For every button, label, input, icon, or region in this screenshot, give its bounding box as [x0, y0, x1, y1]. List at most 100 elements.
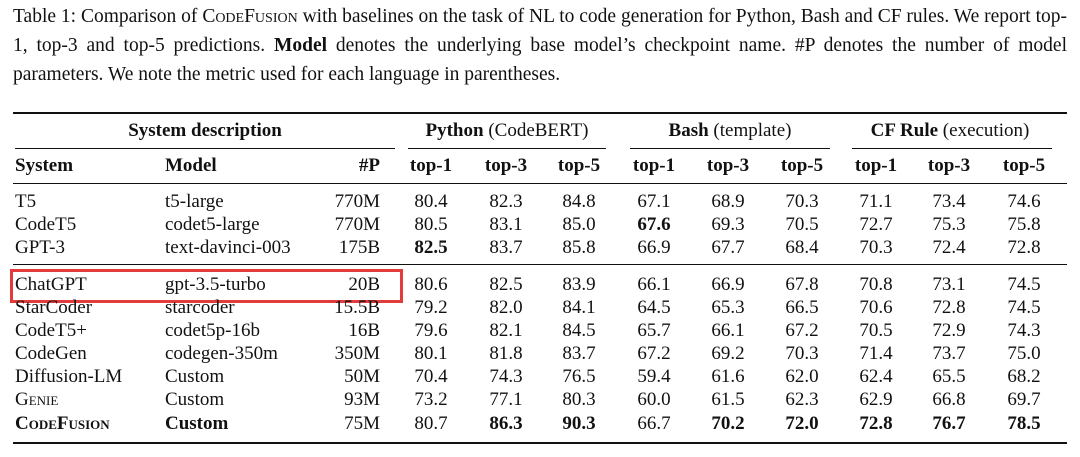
score-cell: 70.5 [859, 320, 893, 341]
score-cell: 66.9 [637, 237, 671, 258]
score-cell: 85.8 [562, 237, 596, 258]
row-label: Diffusion-LM [15, 366, 123, 387]
score-cell: 72.4 [932, 237, 966, 258]
score-cell: 82.1 [489, 320, 523, 341]
column-header: top-3 [484, 155, 528, 176]
score-cell: 73.1 [932, 274, 966, 295]
score-cell: 80.5 [414, 214, 448, 235]
row-label: 75M [344, 413, 380, 434]
score-cell: 68.4 [785, 237, 819, 258]
score-cell: 68.9 [711, 191, 745, 212]
row-label: CodeT5 [15, 214, 77, 235]
score-cell: 83.7 [489, 237, 523, 258]
score-cell: 74.5 [1007, 297, 1041, 318]
row-label: 15.5B [334, 297, 380, 318]
score-cell: 75.8 [1007, 214, 1041, 235]
score-cell: 70.8 [859, 274, 893, 295]
score-cell: 78.5 [1007, 413, 1041, 434]
column-header: System [15, 155, 74, 176]
column-header: #P [358, 155, 380, 176]
row-label: 350M [334, 343, 380, 364]
score-cell: 66.1 [637, 274, 671, 295]
score-cell: 82.3 [489, 191, 523, 212]
score-cell: 70.3 [785, 191, 819, 212]
score-cell: 80.1 [414, 343, 448, 364]
column-header: top-1 [854, 155, 898, 176]
score-cell: 83.1 [489, 214, 523, 235]
score-cell: 70.2 [711, 413, 745, 434]
highlight-box [10, 269, 403, 303]
score-cell: 62.0 [785, 366, 819, 387]
score-cell: 73.2 [414, 389, 448, 410]
group-name: System description [128, 120, 282, 141]
score-cell: 75.3 [932, 214, 966, 235]
score-cell: 72.8 [1007, 237, 1041, 258]
score-cell: 69.2 [711, 343, 745, 364]
row-label: CodeGen [15, 343, 87, 364]
score-cell: 71.4 [859, 343, 893, 364]
caption: Table 1: Comparison of CodeFusion with b… [13, 2, 1067, 89]
score-cell: 65.3 [711, 297, 745, 318]
score-cell: 90.3 [562, 413, 596, 434]
row-label: 20B [348, 274, 380, 295]
group-name: CF Rule [870, 120, 939, 141]
row-label: Custom [165, 389, 225, 410]
score-cell: 65.5 [932, 366, 966, 387]
score-cell: 61.6 [711, 366, 745, 387]
score-cell: 80.6 [414, 274, 448, 295]
score-cell: 74.3 [1007, 320, 1041, 341]
score-cell: 67.1 [637, 191, 671, 212]
group-header: System description [128, 120, 282, 142]
column-header: top-3 [927, 155, 971, 176]
row-label: codegen-350m [165, 343, 278, 364]
row-label: GPT-3 [15, 237, 65, 258]
score-cell: 64.5 [637, 297, 671, 318]
score-cell: 83.9 [562, 274, 596, 295]
group-header: Bash (template) [669, 120, 792, 142]
score-cell: 62.3 [785, 389, 819, 410]
bottom-rule [13, 442, 1067, 444]
group-note: (CodeBERT) [488, 120, 589, 141]
score-cell: 72.8 [859, 413, 893, 434]
column-header: top-5 [1002, 155, 1046, 176]
score-cell: 66.8 [932, 389, 966, 410]
column-header: Model [165, 155, 217, 176]
group-rule [852, 148, 1052, 149]
score-cell: 65.7 [637, 320, 671, 341]
group-rule [15, 148, 395, 149]
score-cell: 86.3 [489, 413, 523, 434]
score-cell: 68.2 [1007, 366, 1041, 387]
score-cell: 79.6 [414, 320, 448, 341]
score-cell: 79.2 [414, 297, 448, 318]
score-cell: 74.3 [489, 366, 523, 387]
score-cell: 59.4 [637, 366, 671, 387]
row-label: 16B [348, 320, 380, 341]
score-cell: 85.0 [562, 214, 596, 235]
score-cell: 67.2 [637, 343, 671, 364]
row-label: text-davinci-003 [165, 237, 291, 258]
score-cell: 74.5 [1007, 274, 1041, 295]
score-cell: 75.0 [1007, 343, 1041, 364]
group-name: Bash [668, 120, 709, 141]
caption-text: Model [273, 35, 328, 56]
score-cell: 70.6 [859, 297, 893, 318]
column-header: top-5 [780, 155, 824, 176]
score-cell: 67.7 [711, 237, 745, 258]
group-rule [408, 148, 606, 149]
group-header: Python (CodeBERT) [425, 120, 588, 142]
row-label: 175B [338, 237, 380, 258]
score-cell: 72.0 [785, 413, 819, 434]
row-label: CodeT5+ [15, 320, 87, 341]
row-label: t5-large [165, 191, 224, 212]
row-label: 770M [334, 191, 380, 212]
score-cell: 60.0 [637, 389, 671, 410]
score-cell: 61.5 [711, 389, 745, 410]
row-label: codet5-large [165, 214, 260, 235]
score-cell: 72.7 [859, 214, 893, 235]
row-label: Genie [15, 389, 59, 410]
row-label: T5 [15, 191, 37, 212]
caption-text: with baselines on the task of NL to code… [13, 6, 1067, 56]
score-cell: 73.7 [932, 343, 966, 364]
score-cell: 70.3 [859, 237, 893, 258]
